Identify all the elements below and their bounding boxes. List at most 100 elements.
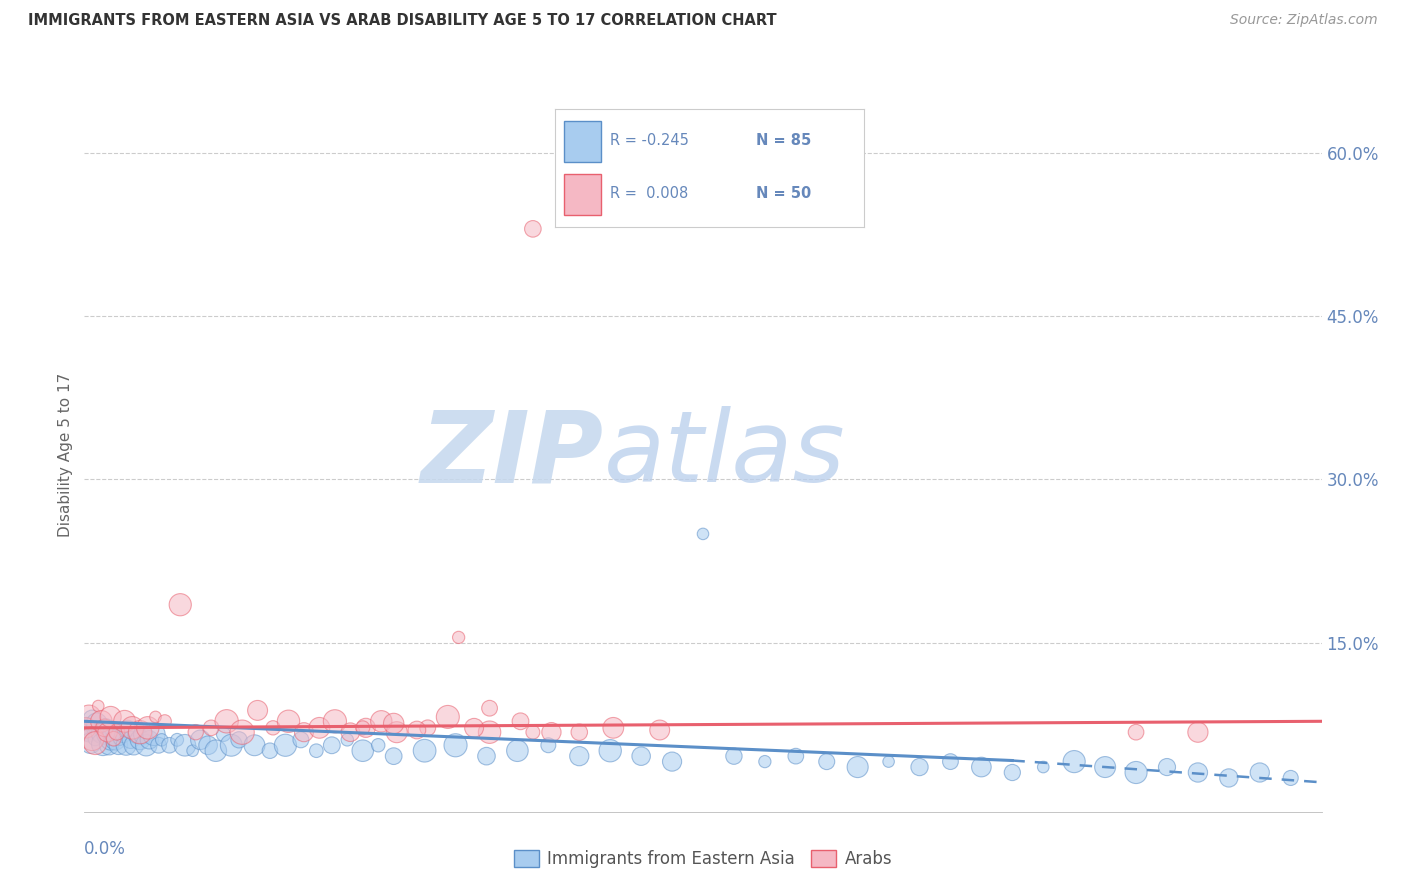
Point xyxy=(1032,760,1054,774)
Point xyxy=(939,755,962,769)
Point xyxy=(103,727,125,741)
Point xyxy=(76,729,98,743)
Point xyxy=(352,744,374,758)
Point xyxy=(785,749,807,764)
Point xyxy=(568,725,591,739)
Point xyxy=(970,760,993,774)
Point xyxy=(1063,755,1085,769)
Point xyxy=(540,725,562,739)
Point xyxy=(184,725,207,739)
Point xyxy=(599,744,621,758)
Point xyxy=(103,731,125,746)
Point xyxy=(1125,725,1147,739)
Point xyxy=(129,725,152,739)
Point xyxy=(416,721,439,735)
Point xyxy=(215,714,238,729)
Point xyxy=(537,738,560,752)
Point xyxy=(692,527,714,541)
Point xyxy=(91,737,114,751)
Point xyxy=(290,732,312,747)
Point xyxy=(382,749,405,764)
Point xyxy=(75,721,97,735)
Point xyxy=(83,721,105,735)
Point xyxy=(846,760,869,774)
Point xyxy=(568,749,591,764)
Point xyxy=(87,699,110,714)
Point xyxy=(82,731,104,746)
Point xyxy=(475,749,498,764)
Text: Source: ZipAtlas.com: Source: ZipAtlas.com xyxy=(1230,13,1378,28)
Point xyxy=(1249,765,1271,780)
Point xyxy=(87,727,110,741)
Point xyxy=(135,738,157,752)
Point xyxy=(100,732,122,747)
Point xyxy=(120,732,142,747)
Point xyxy=(1279,771,1302,785)
Point xyxy=(104,732,127,747)
Point xyxy=(382,716,405,731)
Point xyxy=(602,721,624,735)
Point xyxy=(197,738,219,752)
Point xyxy=(478,701,501,715)
Point xyxy=(86,716,108,731)
Point xyxy=(815,755,838,769)
Point xyxy=(125,727,148,741)
Point xyxy=(132,727,155,741)
Point xyxy=(908,760,931,774)
Text: 0.0%: 0.0% xyxy=(84,840,127,858)
Point xyxy=(413,744,436,758)
Point xyxy=(522,222,544,236)
Legend: Immigrants from Eastern Asia, Arabs: Immigrants from Eastern Asia, Arabs xyxy=(508,843,898,875)
Point xyxy=(305,744,328,758)
Point xyxy=(405,723,427,737)
Point xyxy=(292,725,315,739)
Point xyxy=(352,721,374,735)
Point xyxy=(90,714,112,729)
Point xyxy=(90,726,112,740)
Point xyxy=(122,738,145,752)
Point xyxy=(77,710,100,724)
Point xyxy=(89,722,111,736)
Point xyxy=(1001,765,1024,780)
Point xyxy=(648,723,671,737)
Point xyxy=(205,744,228,758)
Point xyxy=(444,738,467,752)
Point xyxy=(75,721,97,735)
Point xyxy=(150,732,173,747)
Point xyxy=(148,738,170,752)
Point xyxy=(321,738,343,752)
Point xyxy=(96,725,118,739)
Point xyxy=(108,731,131,746)
Point xyxy=(153,714,176,729)
Point xyxy=(370,714,392,729)
Point xyxy=(188,732,211,747)
Point xyxy=(219,738,242,752)
Point xyxy=(138,732,160,747)
Point xyxy=(77,725,100,739)
Point xyxy=(101,722,124,736)
Point xyxy=(82,712,104,726)
Point xyxy=(121,721,143,735)
Point xyxy=(115,738,138,752)
Point xyxy=(117,722,139,736)
Point xyxy=(107,738,129,752)
Text: ZIP: ZIP xyxy=(420,407,605,503)
Text: IMMIGRANTS FROM EASTERN ASIA VS ARAB DISABILITY AGE 5 TO 17 CORRELATION CHART: IMMIGRANTS FROM EASTERN ASIA VS ARAB DIS… xyxy=(28,13,776,29)
Point xyxy=(181,744,204,758)
Point xyxy=(93,721,115,735)
Point xyxy=(84,731,107,746)
Point xyxy=(277,714,299,729)
Point xyxy=(463,721,485,735)
Point xyxy=(339,725,361,739)
Point xyxy=(478,725,501,739)
Point xyxy=(509,714,531,729)
Point xyxy=(436,710,458,724)
Point xyxy=(169,598,191,612)
Point xyxy=(754,755,776,769)
Point xyxy=(228,732,250,747)
Point xyxy=(262,721,284,735)
Point xyxy=(367,738,389,752)
Point xyxy=(231,725,253,739)
Point xyxy=(506,744,529,758)
Point xyxy=(1187,765,1209,780)
